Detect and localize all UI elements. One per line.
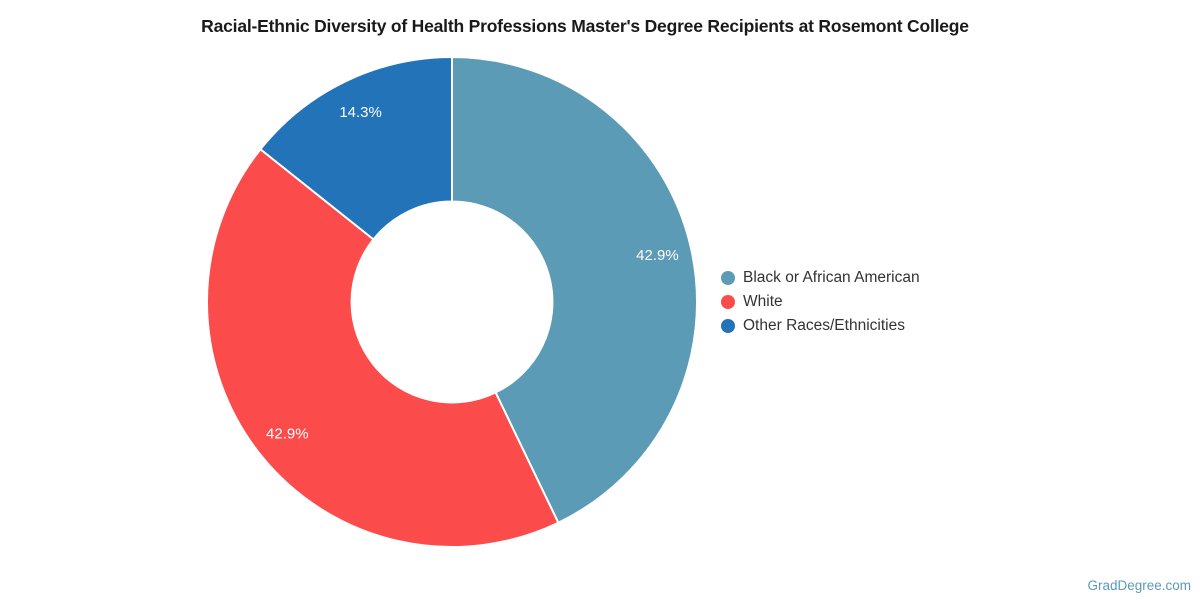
legend-label: Other Races/Ethnicities (743, 317, 905, 334)
legend-label: White (743, 293, 783, 310)
donut-chart-area: 42.9% 42.9% 14.3% (202, 52, 702, 552)
legend-swatch-icon (721, 319, 735, 333)
chart-title: Racial-Ethnic Diversity of Health Profes… (201, 16, 969, 36)
pie-slice-0[interactable] (451, 56, 698, 524)
legend: Black or African American White Other Ra… (721, 266, 920, 338)
slice-percent-label-0: 42.9% (636, 247, 679, 264)
legend-item-white[interactable]: White (721, 290, 920, 314)
slice-percent-label-2: 14.3% (339, 104, 382, 121)
legend-swatch-icon (721, 271, 735, 285)
pie-slice-1[interactable] (206, 148, 560, 548)
watermark-link[interactable]: GradDegree.com (1087, 578, 1191, 593)
legend-item-black-or-african-american[interactable]: Black or African American (721, 266, 920, 290)
donut-chart: 42.9% 42.9% 14.3% (206, 56, 698, 548)
legend-label: Black or African American (743, 269, 920, 286)
pie-slice-2[interactable] (259, 56, 453, 241)
slice-percent-label-1: 42.9% (266, 425, 309, 442)
legend-swatch-icon (721, 295, 735, 309)
legend-item-other-races-ethnicities[interactable]: Other Races/Ethnicities (721, 314, 920, 338)
